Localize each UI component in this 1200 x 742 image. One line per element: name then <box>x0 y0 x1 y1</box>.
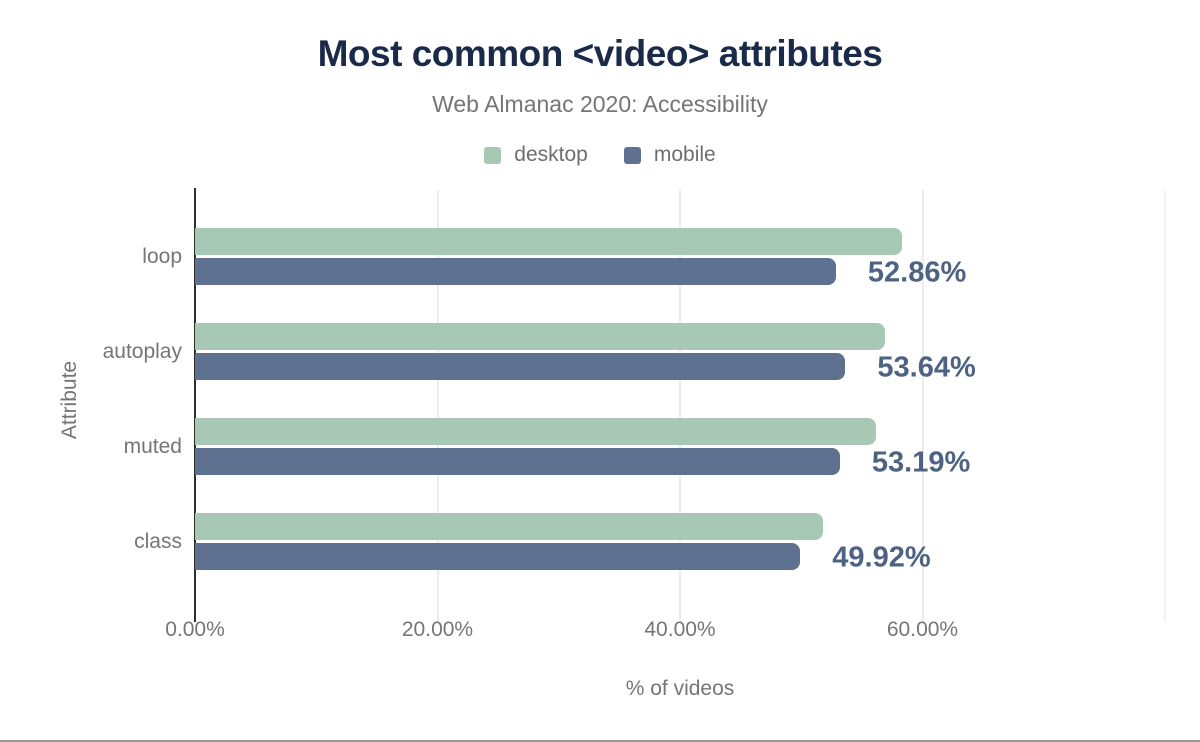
legend-swatch-desktop-icon <box>484 146 502 164</box>
category-label-loop: loop <box>142 244 182 268</box>
gridline-20 <box>436 190 439 622</box>
category-label-autoplay: autoplay <box>102 339 182 363</box>
y-axis-line <box>194 188 196 622</box>
value-label-muted: 53.19% <box>871 446 971 478</box>
value-label-class: 49.92% <box>832 541 931 573</box>
gridline-60 <box>921 190 924 622</box>
bar-desktop-loop[interactable] <box>195 228 903 255</box>
bar-desktop-class[interactable] <box>195 513 824 540</box>
gridline-80 <box>1164 190 1166 622</box>
bar-mobile-class[interactable] <box>195 543 801 570</box>
legend-label-mobile: mobile <box>653 143 716 166</box>
bar-mobile-autoplay[interactable] <box>195 353 846 380</box>
bar-mobile-muted[interactable] <box>195 448 840 475</box>
x-tick-label-0: 0.00% <box>165 618 225 641</box>
chart-title: Most common <video> attributes <box>317 33 883 74</box>
legend-item-mobile: mobile <box>623 143 716 167</box>
legend-item-desktop: desktop <box>484 143 588 167</box>
x-tick-label-40: 40.00% <box>644 618 716 641</box>
gridline-40 <box>679 190 681 622</box>
category-label-class: class <box>134 529 182 553</box>
value-label-loop: 52.86% <box>867 256 967 288</box>
bar-desktop-muted[interactable] <box>195 418 877 445</box>
legend: desktop mobile <box>0 143 1200 167</box>
chart-subtitle: Web Almanac 2020: Accessibility <box>432 91 768 117</box>
y-axis-title: Attribute <box>58 360 81 440</box>
plot-area: loop 52.86% autoplay 53.64% muted 53.19% class… <box>103 188 1166 641</box>
x-tick-label-60: 60.00% <box>886 618 959 641</box>
x-tick-label-20: 20.00% <box>401 618 474 641</box>
value-label-autoplay: 53.64% <box>877 351 976 383</box>
legend-label-desktop: desktop <box>514 143 588 166</box>
legend-swatch-mobile-icon <box>623 146 641 164</box>
bar-desktop-autoplay[interactable] <box>195 323 886 350</box>
category-label-muted: muted <box>123 434 182 458</box>
bar-mobile-loop[interactable] <box>195 258 836 285</box>
x-axis-title: % of videos <box>625 677 735 700</box>
